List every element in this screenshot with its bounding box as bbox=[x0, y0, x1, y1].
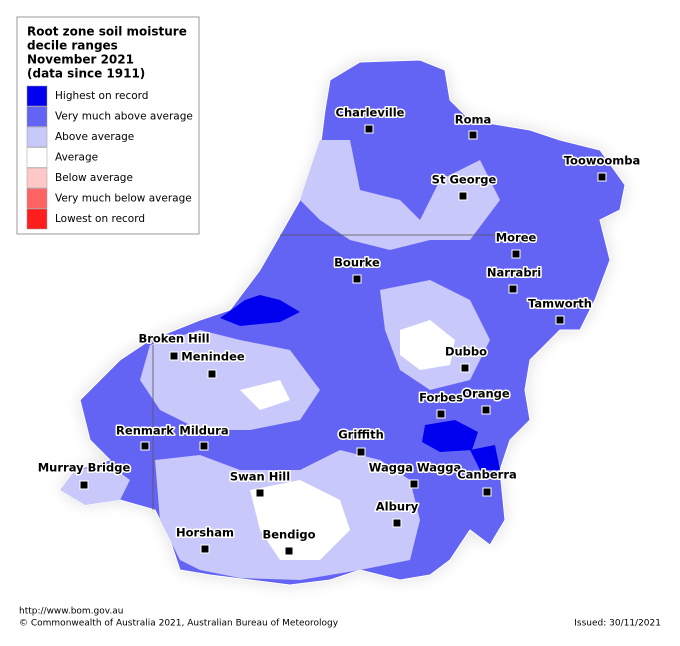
legend-swatch bbox=[26, 147, 48, 168]
average-area bbox=[250, 480, 350, 560]
record-area bbox=[422, 420, 478, 452]
footer-url: http://www.bom.gov.au bbox=[19, 607, 123, 617]
town-label: Narrabri bbox=[487, 266, 541, 280]
legend-swatch bbox=[26, 188, 48, 209]
town-marker bbox=[356, 447, 366, 457]
town-label: Mildura bbox=[179, 424, 228, 438]
town-label: Canberra bbox=[457, 468, 517, 482]
town-label: Roma bbox=[455, 113, 492, 127]
footer-issued: Issued: 30/11/2021 bbox=[574, 619, 661, 629]
town-marker bbox=[409, 479, 419, 489]
town-label: Orange bbox=[462, 387, 510, 401]
town-marker bbox=[511, 249, 521, 259]
town-label: Albury bbox=[376, 500, 419, 514]
town-label: Swan Hill bbox=[230, 470, 290, 484]
town-marker bbox=[555, 315, 565, 325]
town-label: Forbes bbox=[419, 391, 463, 405]
town-marker bbox=[352, 274, 362, 284]
legend-swatch bbox=[26, 167, 48, 189]
town-marker bbox=[255, 488, 265, 498]
town-marker bbox=[140, 441, 150, 451]
town-marker bbox=[207, 369, 217, 379]
town-label: Moree bbox=[496, 231, 537, 245]
town-label: St George bbox=[432, 173, 497, 187]
record-area bbox=[470, 445, 500, 470]
legend-title: Root zone soil moisture bbox=[27, 25, 187, 39]
town-marker bbox=[468, 130, 478, 140]
legend-label: Very much above average bbox=[55, 111, 193, 123]
average-area bbox=[240, 380, 290, 410]
legend-label: Highest on record bbox=[55, 90, 148, 102]
footer-copyright: © Commonwealth of Australia 2021, Austra… bbox=[19, 619, 339, 629]
town-label: Griffith bbox=[338, 428, 384, 442]
town-marker bbox=[481, 405, 491, 415]
town-marker bbox=[460, 363, 470, 373]
town-marker bbox=[200, 544, 210, 554]
town-marker bbox=[392, 518, 402, 528]
legend-title: decile ranges bbox=[27, 39, 118, 53]
town-marker bbox=[169, 351, 179, 361]
above-average-area bbox=[60, 465, 130, 505]
legend-swatch bbox=[26, 126, 48, 148]
record-area bbox=[220, 295, 300, 326]
town-label: Horsham bbox=[176, 526, 234, 540]
town-marker bbox=[364, 124, 374, 134]
legend-label: Lowest on record bbox=[55, 213, 145, 225]
legend-swatch bbox=[26, 85, 48, 107]
town-label: Broken Hill bbox=[138, 332, 209, 346]
town-marker bbox=[79, 480, 89, 490]
basin bbox=[59, 59, 626, 586]
legend-swatch bbox=[26, 208, 48, 230]
town-marker bbox=[508, 284, 518, 294]
legend-label: Below average bbox=[55, 172, 133, 184]
legend-title: November 2021 bbox=[27, 53, 134, 67]
town-label: Tamworth bbox=[528, 297, 592, 311]
legend-title: (data since 1911) bbox=[27, 67, 145, 81]
town-label: Dubbo bbox=[445, 345, 487, 359]
town-marker bbox=[482, 487, 492, 497]
average-area bbox=[400, 320, 455, 370]
above-average-area bbox=[300, 140, 500, 250]
town-marker bbox=[458, 191, 468, 201]
town-marker bbox=[436, 409, 446, 419]
legend-label: Average bbox=[55, 152, 98, 164]
town-label: Bourke bbox=[334, 256, 380, 270]
legend-label: Above average bbox=[55, 131, 134, 143]
towns: Charleville Roma Toowoomba St George Moree Bo… bbox=[36, 104, 642, 556]
town-label: Menindee bbox=[181, 350, 245, 364]
town-marker bbox=[284, 546, 294, 556]
legend-swatch bbox=[26, 106, 48, 127]
town-label: Renmark bbox=[116, 424, 174, 438]
town-label: Charleville bbox=[336, 106, 405, 120]
town-marker bbox=[199, 441, 209, 451]
town-label: Bendigo bbox=[262, 528, 315, 542]
town-label: Wagga Wagga bbox=[369, 461, 462, 475]
town-label: Toowoomba bbox=[564, 154, 641, 168]
legend-label: Very much below average bbox=[55, 193, 192, 205]
town-label: Murray Bridge bbox=[38, 461, 131, 475]
town-marker bbox=[597, 172, 607, 182]
legend-box bbox=[16, 16, 200, 235]
